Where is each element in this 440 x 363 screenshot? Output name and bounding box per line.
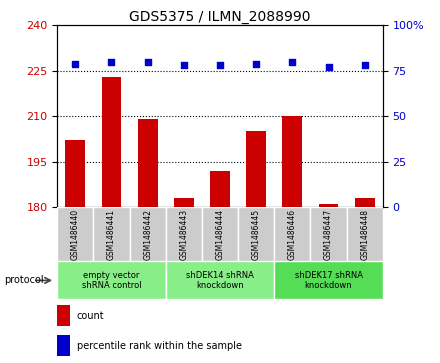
Bar <box>282 116 302 207</box>
Point <box>216 62 224 68</box>
Bar <box>202 207 238 261</box>
Bar <box>274 261 383 299</box>
Point <box>72 61 79 66</box>
Bar <box>57 306 70 326</box>
Bar <box>102 77 121 207</box>
Point <box>144 59 151 65</box>
Bar <box>274 207 311 261</box>
Text: GSM1486447: GSM1486447 <box>324 209 333 260</box>
Bar <box>238 207 274 261</box>
Point <box>180 62 187 68</box>
Bar <box>166 261 274 299</box>
Bar <box>210 171 230 207</box>
Bar <box>129 207 166 261</box>
Point <box>253 61 260 66</box>
Bar <box>347 207 383 261</box>
Text: protocol: protocol <box>4 276 44 285</box>
Text: GSM1486440: GSM1486440 <box>71 209 80 260</box>
Bar <box>355 198 375 207</box>
Point <box>361 62 368 68</box>
Bar <box>57 261 166 299</box>
Bar <box>66 140 85 207</box>
Bar <box>319 204 338 207</box>
Point <box>289 59 296 65</box>
Text: GSM1486443: GSM1486443 <box>180 209 188 260</box>
Bar <box>93 207 129 261</box>
Bar <box>57 335 70 356</box>
Text: GSM1486448: GSM1486448 <box>360 209 369 260</box>
Bar <box>138 119 158 207</box>
Bar <box>246 131 266 207</box>
Text: percentile rank within the sample: percentile rank within the sample <box>77 341 242 351</box>
Bar <box>311 207 347 261</box>
Text: GSM1486446: GSM1486446 <box>288 209 297 260</box>
Bar <box>57 207 93 261</box>
Bar <box>174 198 194 207</box>
Text: shDEK17 shRNA
knockdown: shDEK17 shRNA knockdown <box>294 271 363 290</box>
Point <box>325 64 332 70</box>
Text: empty vector
shRNA control: empty vector shRNA control <box>82 271 141 290</box>
Bar <box>166 207 202 261</box>
Text: GSM1486442: GSM1486442 <box>143 209 152 260</box>
Text: count: count <box>77 311 104 321</box>
Text: shDEK14 shRNA
knockdown: shDEK14 shRNA knockdown <box>186 271 254 290</box>
Text: GSM1486445: GSM1486445 <box>252 209 260 260</box>
Point <box>108 59 115 65</box>
Title: GDS5375 / ILMN_2088990: GDS5375 / ILMN_2088990 <box>129 11 311 24</box>
Text: GSM1486441: GSM1486441 <box>107 209 116 260</box>
Text: GSM1486444: GSM1486444 <box>216 209 224 260</box>
